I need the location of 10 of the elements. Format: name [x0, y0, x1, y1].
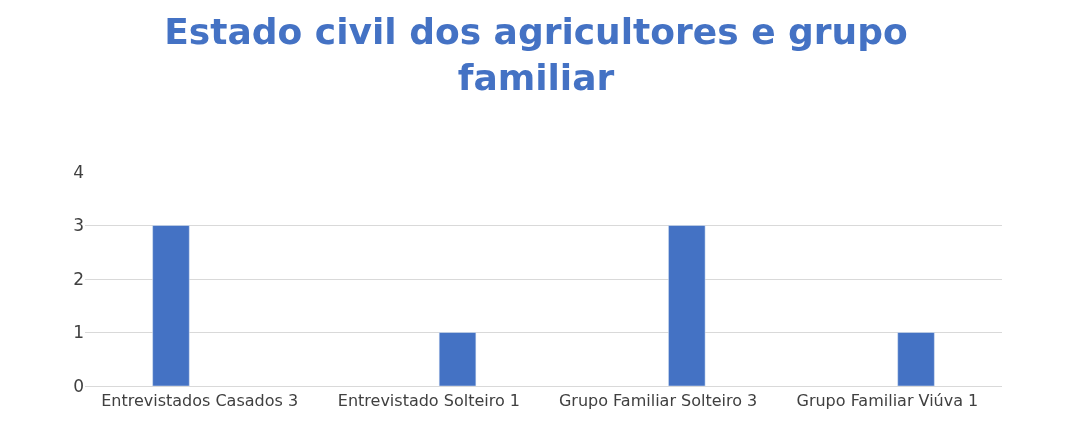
- y-tick-label: 3: [73, 215, 84, 236]
- y-tick-label: 4: [73, 161, 84, 182]
- chart-title: Estado civil dos agricultores e grupo familiar: [164, 10, 908, 99]
- y-tick-label: 0: [73, 375, 84, 396]
- x-tick-label: Grupo Familiar Viúva 1: [796, 391, 979, 411]
- y-tick-label: 2: [73, 268, 84, 289]
- x-tick-label: Entrevistado Solteiro 1: [337, 391, 520, 411]
- x-tick-label: Entrevistados Casados 3: [101, 391, 299, 411]
- x-tick-label: Grupo Familiar Solteiro 3: [558, 391, 758, 411]
- y-tick-label: 1: [73, 322, 84, 343]
